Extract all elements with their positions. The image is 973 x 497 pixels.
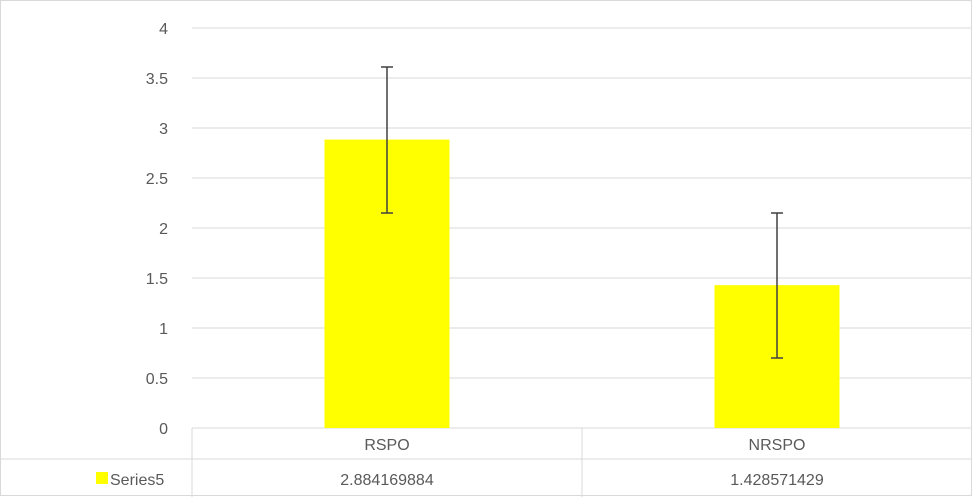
- y-tick-label: 3.5: [146, 71, 168, 88]
- y-tick-label: 4: [159, 21, 168, 38]
- y-tick-label: 1: [159, 321, 168, 338]
- x-category-label: NRSPO: [749, 437, 806, 454]
- y-tick-label: 2: [159, 221, 168, 238]
- legend-swatch: [96, 472, 108, 484]
- table-value-cell: 2.884169884: [340, 472, 434, 489]
- y-tick-label: 0: [159, 421, 168, 438]
- legend-series-name: Series5: [110, 472, 164, 489]
- y-tick-label: 1.5: [146, 271, 168, 288]
- y-tick-label: 2.5: [146, 171, 168, 188]
- y-tick-label: 0.5: [146, 371, 168, 388]
- x-category-label: RSPO: [364, 437, 409, 454]
- table-value-cell: 1.428571429: [730, 472, 824, 489]
- y-tick-label: 3: [159, 121, 168, 138]
